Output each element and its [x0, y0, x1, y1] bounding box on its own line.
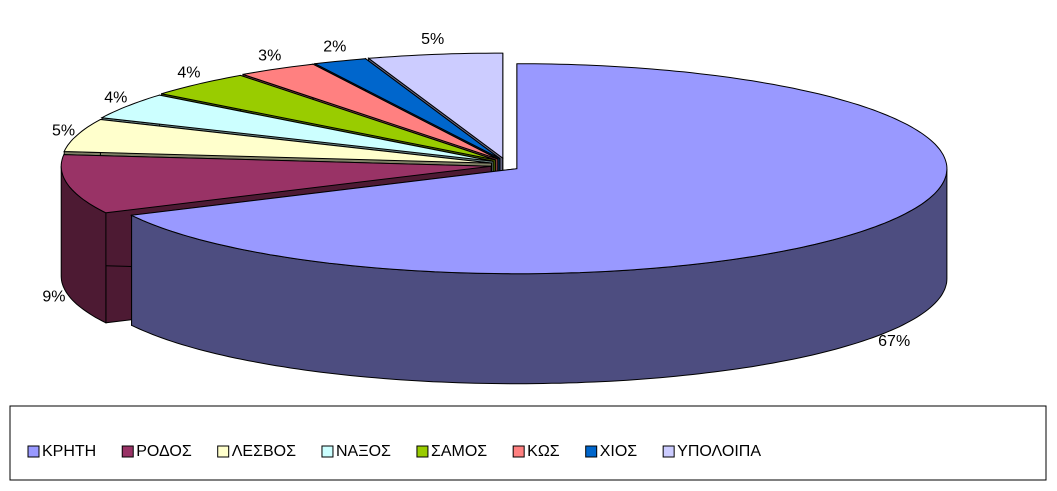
legend-label: ΚΡΗΤΗ: [42, 443, 96, 460]
legend-label: ΣΑΜΟΣ: [431, 443, 487, 460]
data-label: 5%: [52, 122, 75, 139]
data-label: 5%: [421, 31, 444, 48]
legend-label: ΚΩΣ: [527, 443, 560, 460]
legend-swatch: [27, 445, 40, 458]
legend-label: ΧΙΟΣ: [600, 443, 638, 460]
slice: [313, 58, 501, 159]
slice: [242, 63, 499, 160]
slice: [161, 74, 496, 161]
slice: [60, 154, 492, 214]
legend-swatch: [662, 445, 675, 458]
legend-label: ΛΕΣΒΟΣ: [232, 443, 296, 460]
slice: [129, 63, 948, 275]
data-label: 2%: [323, 38, 346, 55]
data-label: 9%: [42, 288, 65, 305]
slice: [100, 94, 494, 162]
slice: [367, 52, 504, 160]
legend-swatch: [512, 445, 525, 458]
data-label: 3%: [258, 47, 281, 64]
legend-swatch: [585, 445, 598, 458]
slice: [63, 118, 492, 164]
legend-swatch: [121, 445, 134, 458]
legend-box: [9, 405, 1047, 481]
legend-label: ΝΑΞΟΣ: [336, 443, 391, 460]
data-label: 4%: [177, 64, 200, 81]
legend-swatch: [217, 445, 230, 458]
legend-swatch: [416, 445, 429, 458]
legend-label: ΡΟΔΟΣ: [136, 443, 192, 460]
data-label: 4%: [104, 89, 127, 106]
legend-label: ΥΠΟΛΟΙΠΑ: [677, 443, 761, 460]
legend-swatch: [321, 445, 334, 458]
data-label: 67%: [878, 333, 910, 350]
